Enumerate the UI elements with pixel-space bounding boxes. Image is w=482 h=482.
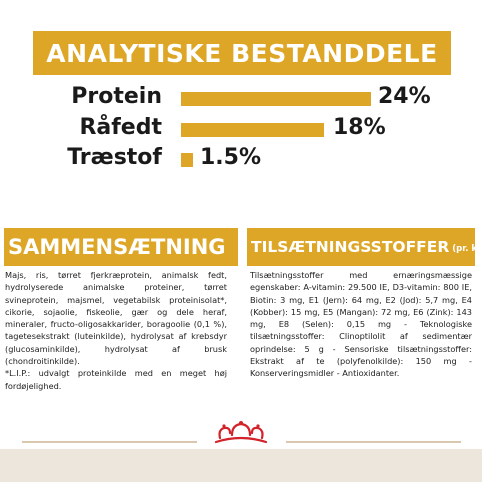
protein-bar [181, 92, 371, 106]
composition-header: SAMMENSÆTNING [4, 228, 238, 266]
additives-title-suffix: (pr. kg) [452, 243, 475, 254]
fiber-bar [181, 153, 193, 167]
bottom-divider-right [286, 441, 461, 443]
additives-body: Tilsætningsstoffer med ernæringsmæssige … [250, 269, 472, 380]
fiber-label: Træstof [67, 145, 162, 170]
fiber-value: 1.5% [200, 145, 262, 170]
protein-value: 24% [378, 84, 431, 109]
composition-title: SAMMENSÆTNING [8, 235, 226, 259]
analysis-row-protein: Protein 24% [0, 84, 482, 114]
crown-logo-icon [214, 421, 268, 444]
protein-label: Protein [71, 84, 162, 109]
bottom-band [0, 449, 482, 482]
composition-text: Majs, ris, tørret fjerkræprotein, animal… [5, 270, 227, 367]
additives-text: Tilsætningsstoffer med ernæringsmæssige … [250, 270, 472, 379]
fat-label: Råfedt [79, 115, 162, 140]
additives-header: TILSÆTNINGSSTOFFER (pr. kg) [247, 228, 475, 266]
bottom-divider-left [22, 441, 197, 443]
fat-value: 18% [333, 115, 386, 140]
analysis-row-fiber: Træstof 1.5% [0, 145, 482, 175]
analysis-title-banner: ANALYTISKE BESTANDDELE [33, 31, 451, 75]
analysis-title: ANALYTISKE BESTANDDELE [46, 38, 438, 68]
additives-title: TILSÆTNINGSSTOFFER [251, 238, 450, 256]
composition-body: Majs, ris, tørret fjerkræprotein, animal… [5, 269, 227, 392]
analysis-row-fat: Råfedt 18% [0, 115, 482, 145]
fat-bar [181, 123, 324, 137]
composition-note: *L.I.P.: udvalgt proteinkilde med en meg… [5, 368, 227, 391]
